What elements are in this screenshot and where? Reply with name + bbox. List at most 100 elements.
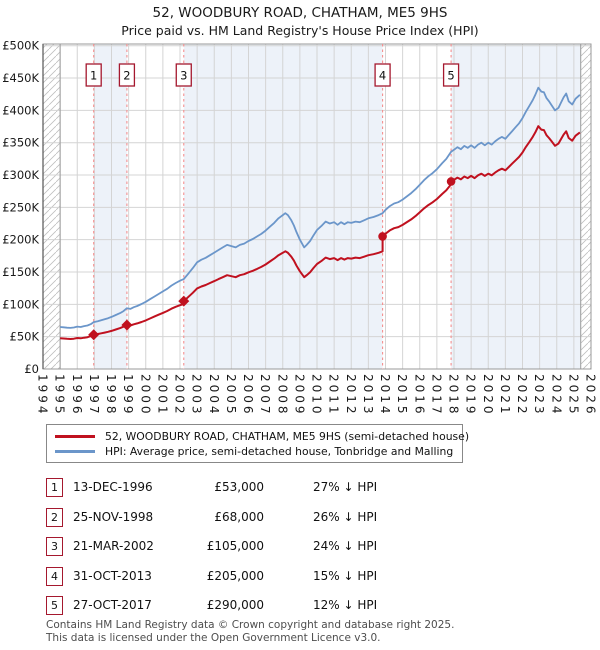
x-tick-label: 1995 (53, 374, 67, 417)
x-tick-label: 1994 (36, 374, 50, 417)
x-tick-label: 2009 (292, 374, 306, 417)
y-tick-label: £300K (2, 168, 39, 182)
sale-price: £290,000 (206, 598, 264, 613)
event-label-number: 4 (379, 69, 386, 83)
y-tick-label: £50K (10, 330, 40, 344)
sale-number-badge: 5 (46, 596, 63, 616)
page-title: 52, WOODBURY ROAD, CHATHAM, ME5 9HS (152, 5, 448, 21)
sale-date: 31-OCT-2013 (73, 568, 152, 583)
x-tick-label: 2023 (532, 374, 546, 417)
x-tick-label: 2019 (464, 374, 478, 417)
x-tick-label: 2002 (173, 374, 187, 417)
sale-marker (88, 329, 100, 341)
sale-marker (378, 232, 387, 241)
x-tick-label: 2000 (138, 374, 152, 417)
y-tick-label: £100K (2, 297, 39, 311)
sale-row: 2 25-NOV-1998 £68,000 26% ↓ HPI (46, 507, 566, 538)
y-tick-label: £250K (2, 200, 39, 214)
price-paid-line (60, 125, 581, 340)
x-tick-label: 2021 (498, 374, 512, 417)
sale-vs-hpi: 12% ↓ HPI (313, 598, 378, 613)
license-footer: Contains HM Land Registry data © Crown c… (46, 619, 454, 644)
x-tick-label: 1999 (121, 374, 135, 417)
footer-line2: This data is licensed under the Open Gov… (46, 631, 381, 644)
sale-marker (446, 177, 456, 186)
sale-marker (178, 295, 190, 307)
event-label-box (85, 63, 102, 87)
page-subtitle: Price paid vs. HM Land Registry's House … (121, 23, 479, 38)
event-label-box (118, 63, 136, 87)
sale-price: £68,000 (214, 509, 264, 524)
hpi-line (60, 86, 581, 329)
sale-row: 3 21-MAR-2002 £105,000 24% ↓ HPI (46, 537, 566, 567)
legend-label-hpi: HPI: Average price, semi-detached house,… (105, 445, 454, 458)
sale-number-badge: 2 (46, 507, 63, 527)
sale-date: 13-DEC-1996 (73, 480, 153, 494)
sale-date: 21-MAR-2002 (73, 539, 154, 554)
x-tick-label: 2022 (515, 374, 529, 417)
sale-row: 4 31-OCT-2013 £205,000 15% ↓ HPI (46, 566, 566, 597)
event-label-number: 3 (180, 69, 187, 83)
y-tick-label: £350K (2, 136, 39, 150)
event-label-number: 2 (123, 69, 130, 83)
chart-legend: 52, WOODBURY ROAD, CHATHAM, ME5 9HS (sem… (46, 424, 469, 463)
sale-date: 25-NOV-1998 (73, 509, 154, 524)
legend-entry-hpi: HPI: Average price, semi-detached house,… (55, 444, 458, 459)
event-label-box (175, 63, 192, 87)
y-tick-label: £400K (2, 103, 39, 117)
x-tick-label: 2026 (584, 374, 598, 417)
x-tick-label: 2020 (481, 374, 495, 417)
sale-vs-hpi: 27% ↓ HPI (313, 480, 378, 494)
x-tick-label: 2017 (429, 374, 443, 417)
y-tick-label: £200K (2, 233, 39, 247)
sale-number-badge: 1 (46, 478, 63, 497)
x-tick-label: 2006 (241, 374, 255, 417)
sale-number-badge: 4 (46, 566, 63, 586)
sale-vs-hpi: 26% ↓ HPI (313, 509, 378, 524)
x-tick-label: 2024 (549, 374, 563, 417)
x-tick-label: 2013 (361, 374, 375, 417)
x-tick-label: 2016 (412, 374, 426, 417)
price-line-swatch (55, 435, 95, 438)
hpi-line-swatch (55, 450, 95, 453)
sale-vs-hpi: 15% ↓ HPI (313, 568, 378, 583)
x-tick-label: 2003 (190, 374, 204, 417)
sale-price: £53,000 (214, 480, 264, 494)
footer-line1: Contains HM Land Registry data © Crown c… (46, 619, 455, 631)
x-tick-label: 1998 (104, 374, 118, 417)
sale-row: 5 27-OCT-2017 £290,000 12% ↓ HPI (46, 596, 566, 626)
sale-date: 27-OCT-2017 (73, 598, 152, 613)
x-tick-label: 2018 (447, 374, 461, 417)
x-tick-label: 2012 (344, 374, 358, 417)
sale-row: 1 13-DEC-1996 £53,000 27% ↓ HPI (46, 478, 566, 508)
x-tick-label: 2014 (378, 374, 392, 417)
x-tick-label: 2005 (224, 374, 238, 417)
x-tick-label: 2004 (207, 374, 221, 417)
x-tick-label: 2015 (395, 374, 409, 417)
x-tick-label: 2010 (310, 374, 324, 417)
y-tick-label: £500K (2, 39, 39, 53)
sale-price: £205,000 (206, 568, 264, 583)
price-vs-hpi-chart: 1 2 3 4 5 £0 £50K £100K £150K £200K £250K £300K £350… (2, 39, 598, 417)
event-label-number: 1 (90, 69, 97, 83)
legend-entry-price: 52, WOODBURY ROAD, CHATHAM, ME5 9HS (sem… (55, 429, 469, 444)
x-tick-label: 2001 (155, 374, 169, 417)
x-tick-label: 2008 (275, 374, 289, 417)
event-label-box (374, 63, 391, 87)
sale-number-badge: 3 (46, 537, 63, 557)
sales-table: 1 13-DEC-1996 £53,000 27% ↓ HPI 2 25-NOV-1998… (46, 478, 566, 626)
sale-price: £105,000 (206, 539, 264, 554)
x-tick-label: 1996 (70, 374, 84, 417)
x-tick-label: 2007 (258, 374, 272, 417)
x-tick-label: 1997 (87, 374, 101, 417)
sale-vs-hpi: 24% ↓ HPI (313, 539, 378, 554)
sale-marker (121, 319, 133, 331)
y-tick-label: £150K (2, 265, 39, 279)
legend-label-price: 52, WOODBURY ROAD, CHATHAM, ME5 9HS (sem… (105, 430, 470, 443)
y-tick-label: £450K (2, 71, 39, 85)
x-tick-label: 2025 (566, 374, 580, 417)
event-label-box (442, 63, 460, 87)
y-tick-label: £0 (24, 362, 39, 376)
x-tick-label: 2011 (327, 374, 341, 417)
